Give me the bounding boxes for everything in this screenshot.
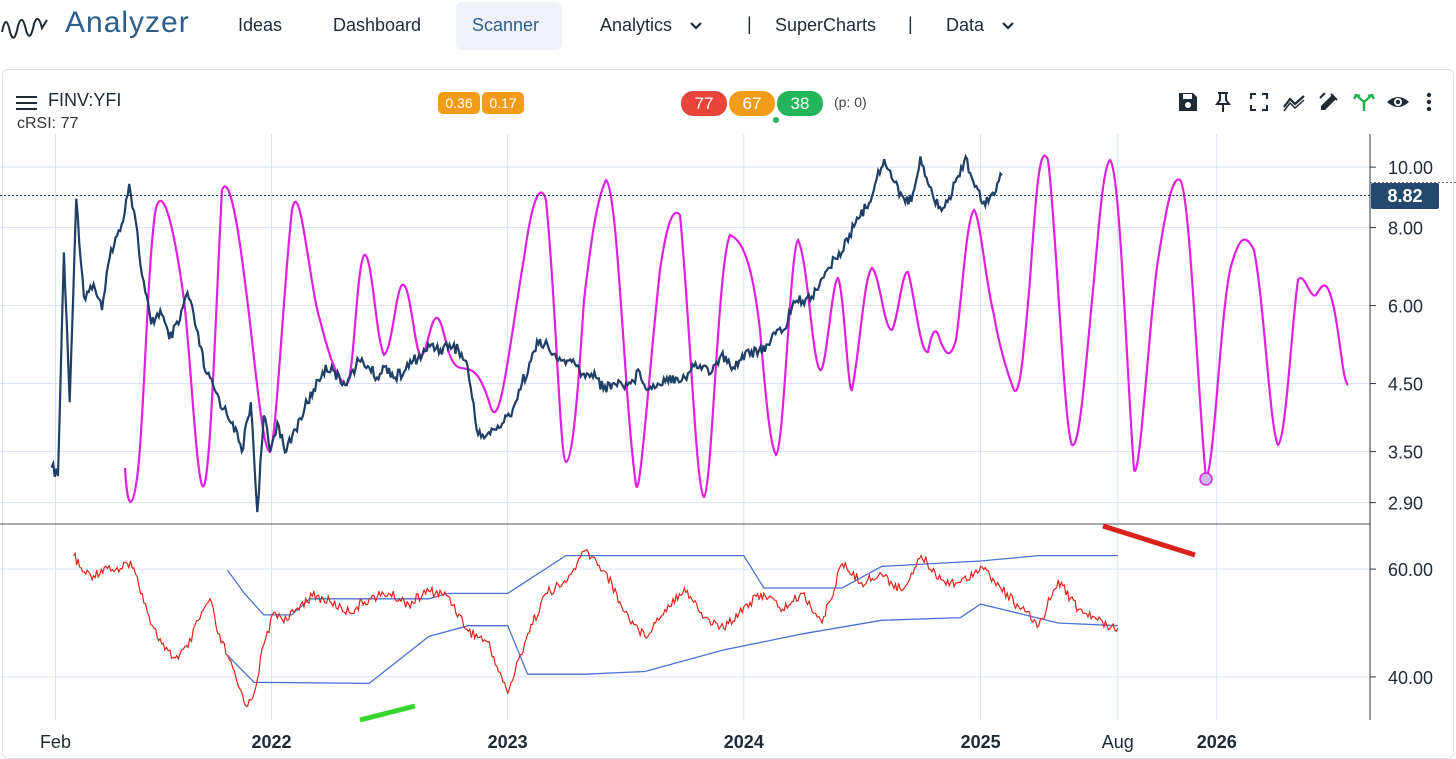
crsi-lower-band	[227, 603, 1118, 685]
fullscreen-icon[interactable]	[1247, 90, 1271, 114]
chart-grid	[0, 134, 1370, 720]
nav-scanner[interactable]: Scanner	[472, 15, 540, 35]
symbol-label[interactable]: FINV:YFI	[48, 90, 122, 110]
score-badge-red: 77	[681, 91, 727, 116]
active-dot-icon	[773, 117, 779, 123]
save-icon[interactable]	[1176, 90, 1200, 114]
more-vert-icon[interactable]	[1422, 90, 1436, 114]
y-axis-tick-label: 8.00	[1388, 219, 1423, 239]
axis-labels: Feb 2022 2023 2024 2025 Aug 2026 10.00 8.00 6.00 4…	[40, 158, 1433, 752]
x-axis-tick-label: 2023	[488, 732, 528, 752]
oscillator-current-marker	[1199, 472, 1213, 486]
x-axis-tick-label: 2022	[252, 732, 292, 752]
pin-icon[interactable]	[1211, 90, 1235, 114]
p-count-label: (p: 0)	[834, 94, 867, 110]
x-axis-tick-label: 2024	[724, 732, 764, 752]
nav-separator: |	[908, 14, 913, 34]
nav-separator: |	[747, 14, 752, 34]
bullish-divergence-line	[359, 703, 416, 723]
y-axis-tick-label: 6.00	[1388, 297, 1423, 317]
trend-icon[interactable]	[1282, 90, 1306, 114]
crsi-upper-band	[226, 554, 1118, 616]
fork-icon[interactable]	[1352, 90, 1376, 114]
metric-badge: 0.17	[482, 92, 524, 114]
y-axis-tick-label: 4.50	[1388, 375, 1423, 395]
nav-ideas[interactable]: Ideas	[238, 15, 283, 35]
nav-dashboard[interactable]: Dashboard	[333, 15, 422, 35]
x-axis-tick-label: Aug	[1102, 732, 1134, 752]
y-axis-tick-label: 3.50	[1388, 443, 1423, 463]
top-navigation: Analyzer Ideas Dashboard Scanner Analyti…	[0, 0, 1456, 52]
current-price-label: 8.82	[1371, 183, 1439, 209]
y-axis-tick-label: 60.00	[1388, 560, 1433, 580]
nav-analytics-label: Analytics	[600, 15, 673, 35]
crsi-line	[73, 548, 1119, 708]
logo-wave-icon	[1, 17, 48, 39]
x-axis-tick-label: 2026	[1197, 732, 1237, 752]
y-axis-tick-label: 2.90	[1388, 494, 1423, 514]
nav-analytics[interactable]: Analytics	[600, 15, 703, 36]
eye-icon[interactable]	[1386, 90, 1410, 114]
indicator-label: cRSI: 77	[17, 115, 79, 132]
price-line	[50, 153, 1003, 513]
y-axis-tick-label: 10.00	[1388, 158, 1433, 178]
chevron-down-icon	[1002, 22, 1014, 30]
chevron-down-icon	[690, 22, 702, 30]
x-axis-tick-label: Feb	[40, 732, 71, 752]
nav-data-label: Data	[946, 15, 985, 35]
nav-supercharts[interactable]: SuperCharts	[775, 15, 877, 35]
x-axis-tick-label: 2025	[961, 732, 1001, 752]
nav-data[interactable]: Data	[946, 15, 1015, 36]
bearish-divergence-line	[1102, 523, 1196, 558]
logo-text[interactable]: Analyzer	[65, 6, 190, 39]
cycle-oscillator-line	[123, 154, 1349, 503]
draw-icon[interactable]	[1317, 90, 1341, 114]
hamburger-menu-icon[interactable]	[16, 95, 38, 111]
score-badge-green: 38	[777, 91, 823, 116]
nav-active-indicator	[456, 2, 562, 50]
y-axis-tick-label: 40.00	[1388, 668, 1433, 688]
metric-badge: 0.36	[438, 92, 480, 114]
score-badge-orange: 67	[729, 91, 775, 116]
